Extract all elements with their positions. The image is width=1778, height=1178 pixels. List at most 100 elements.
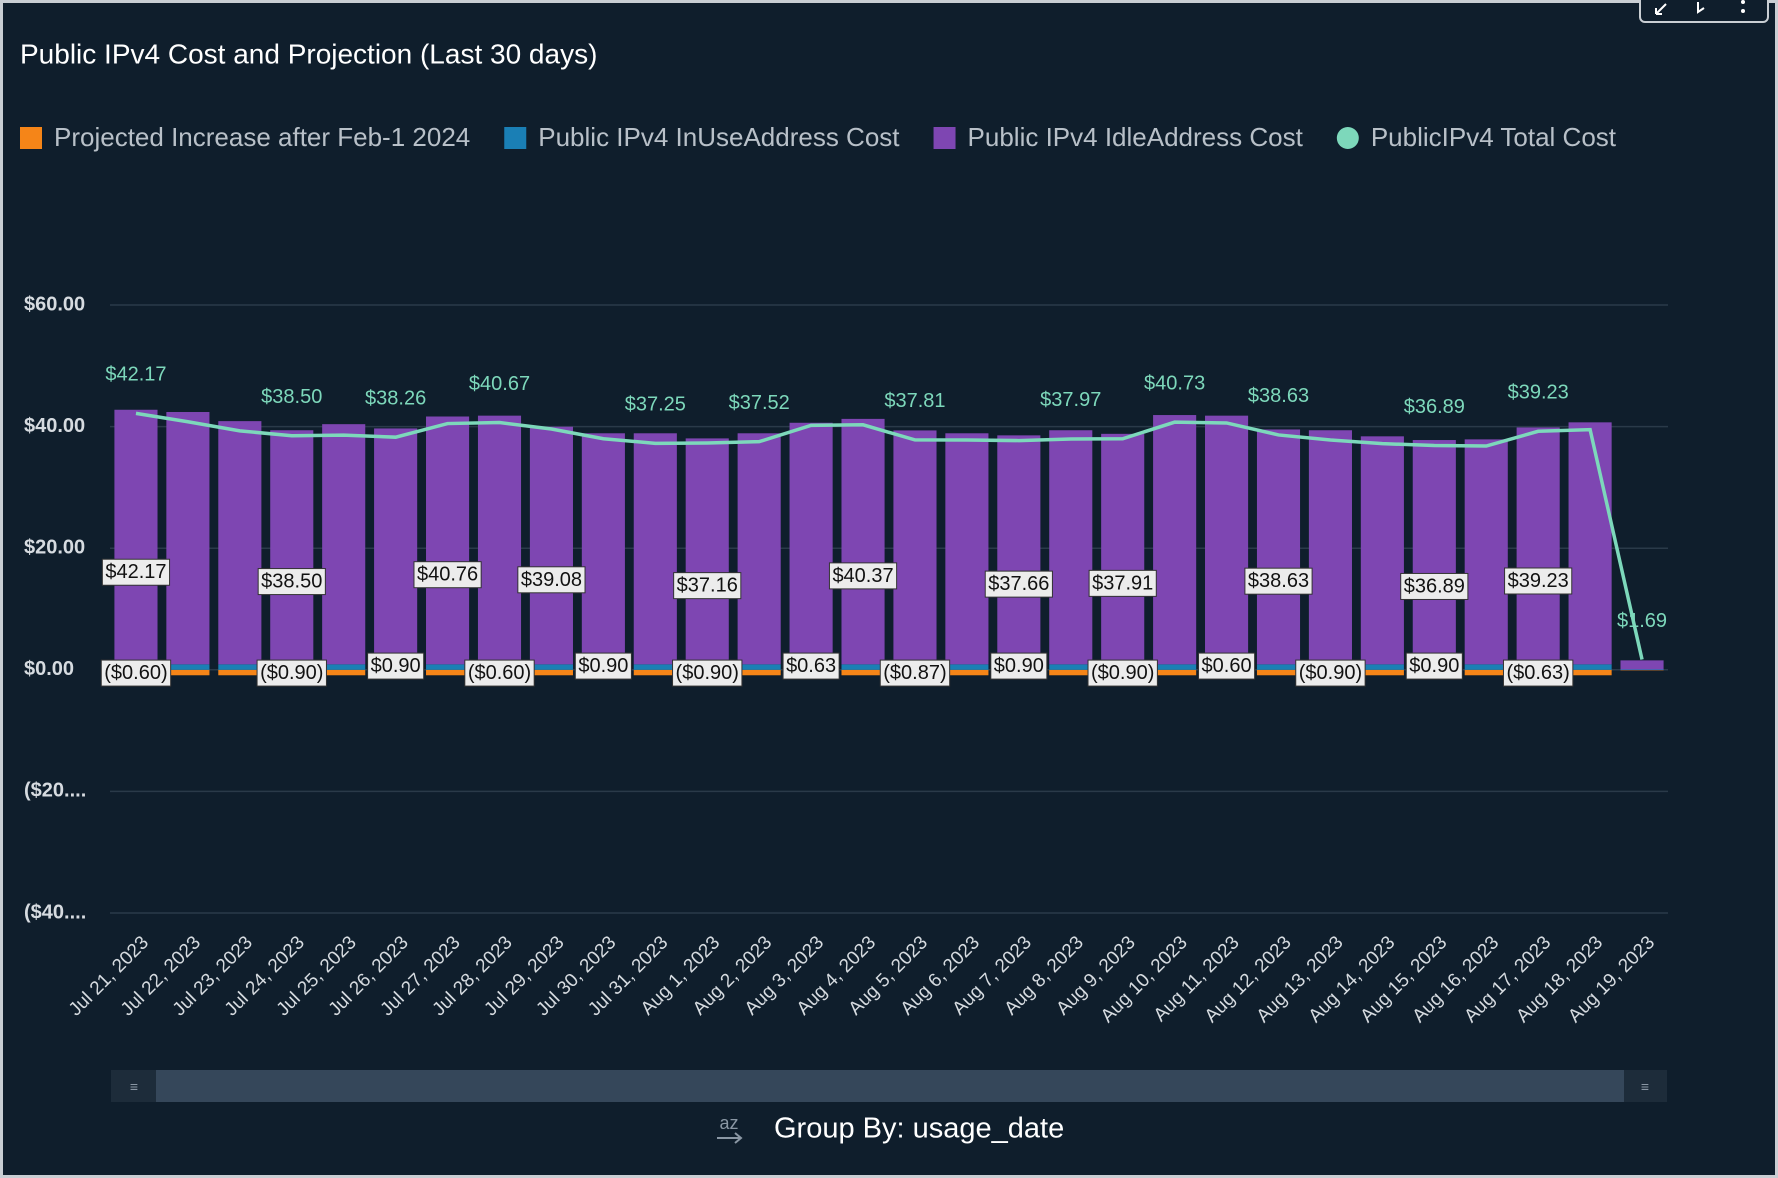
- chart-title: Public IPv4 Cost and Projection (Last 30…: [20, 38, 597, 69]
- bar: [737, 433, 781, 665]
- sort-arrow: [717, 1132, 743, 1144]
- data-label: $1.69: [1617, 610, 1667, 632]
- bar: [1101, 433, 1145, 665]
- scroll-thumb[interactable]: [156, 1070, 1624, 1102]
- data-label-box: [673, 572, 742, 600]
- data-label: $37.52: [729, 392, 790, 414]
- bar: [1360, 664, 1404, 670]
- bar: [270, 430, 314, 665]
- bar: [1464, 439, 1508, 665]
- data-label: ($0.60): [468, 662, 531, 684]
- line: [135, 411, 1644, 660]
- menu-icon[interactable]: [1741, 9, 1745, 13]
- toolbar[interactable]: [1639, 0, 1769, 23]
- data-label-box: [367, 652, 425, 680]
- sort-icon[interactable]: az: [719, 1113, 738, 1133]
- bar: [477, 415, 522, 667]
- data-label: $0.90: [994, 655, 1044, 677]
- bar: [1620, 669, 1664, 670]
- legend-marker: [20, 127, 42, 149]
- bar: [1049, 664, 1093, 670]
- scroll-handle[interactable]: ≡: [1641, 1079, 1649, 1095]
- bar: [1516, 427, 1560, 666]
- bar: [529, 669, 573, 676]
- bar: [1256, 429, 1301, 665]
- bar: [1049, 430, 1093, 665]
- data-label: $37.25: [625, 394, 686, 416]
- legend-label: Projected Increase after Feb-1 2024: [54, 122, 470, 152]
- bar: [581, 433, 625, 665]
- bar: [529, 664, 573, 670]
- data-label: $36.89: [1404, 575, 1465, 597]
- legend: Projected Increase after Feb-1 2024 Publi…: [20, 122, 1617, 152]
- bar: [633, 664, 677, 670]
- bar: [633, 669, 677, 676]
- scrollbar[interactable]: ≡ ≡: [111, 1070, 1667, 1102]
- y-tick-label: $40.00: [24, 415, 85, 437]
- bar: [1153, 669, 1197, 676]
- bar: [1568, 422, 1612, 665]
- bar: [997, 435, 1041, 665]
- data-label-box: [828, 562, 898, 590]
- data-label: ($0.60): [104, 662, 167, 684]
- data-label-box: [672, 659, 743, 687]
- data-label: $38.63: [1248, 570, 1309, 592]
- filter-icon[interactable]: [1697, 2, 1705, 14]
- data-label-box: [782, 652, 840, 680]
- data-label: ($0.90): [1299, 662, 1362, 684]
- bar: [426, 664, 470, 670]
- bar: [1256, 664, 1301, 670]
- legend-label: PublicIPv4 Total Cost: [1371, 122, 1617, 152]
- bar: [633, 433, 677, 665]
- data-label: $38.63: [1248, 385, 1309, 407]
- y-tick-label: ($20....: [24, 780, 86, 802]
- data-label-box: [256, 659, 327, 687]
- bar: [322, 669, 366, 676]
- bar: [1412, 440, 1456, 665]
- data-label: $40.67: [469, 373, 530, 395]
- bar: [841, 664, 885, 670]
- bar: [1620, 660, 1664, 670]
- bar: [1153, 664, 1197, 670]
- y-tick-label: ($40....: [24, 901, 86, 923]
- bar: [737, 664, 781, 670]
- data-label: ($0.90): [1091, 662, 1154, 684]
- bar: [1205, 415, 1249, 667]
- data-label-box: [574, 652, 632, 680]
- data-label-box: [101, 558, 171, 586]
- data-label: $37.91: [1092, 572, 1153, 594]
- scroll-handle[interactable]: ≡: [130, 1079, 138, 1095]
- bar: [893, 430, 937, 665]
- bar: [945, 669, 989, 676]
- data-label: $37.81: [884, 390, 945, 412]
- data-label: $37.97: [1040, 389, 1101, 411]
- bar: [841, 418, 885, 665]
- data-label: $39.08: [521, 569, 582, 591]
- group-by[interactable]: Group By: usage_date: [774, 1113, 1064, 1145]
- bar: [945, 433, 989, 665]
- bar: [945, 664, 989, 670]
- data-label-box: [257, 568, 326, 596]
- data-label: ($0.90): [260, 662, 323, 684]
- toolbar-box: [1639, 0, 1769, 23]
- bar: [1464, 669, 1508, 676]
- bar: [322, 424, 366, 665]
- data-label: $37.16: [677, 575, 738, 597]
- menu-icon[interactable]: [1741, 0, 1745, 4]
- data-label: $42.17: [105, 561, 166, 583]
- data-label: ($0.87): [883, 662, 946, 684]
- bar: [1360, 669, 1404, 676]
- bar: [374, 428, 418, 665]
- bar: [529, 426, 573, 665]
- expand-icon[interactable]: [1655, 3, 1667, 15]
- data-label-box: [517, 566, 586, 594]
- data-label: $0.60: [1202, 655, 1252, 677]
- bar: [1568, 664, 1612, 670]
- bar: [1464, 664, 1508, 670]
- data-label-box: [1088, 569, 1157, 597]
- data-label: $40.37: [832, 565, 893, 587]
- data-label: ($0.63): [1506, 662, 1569, 684]
- bar: [1049, 669, 1093, 676]
- legend-label: Public IPv4 IdleAddress Cost: [968, 122, 1304, 152]
